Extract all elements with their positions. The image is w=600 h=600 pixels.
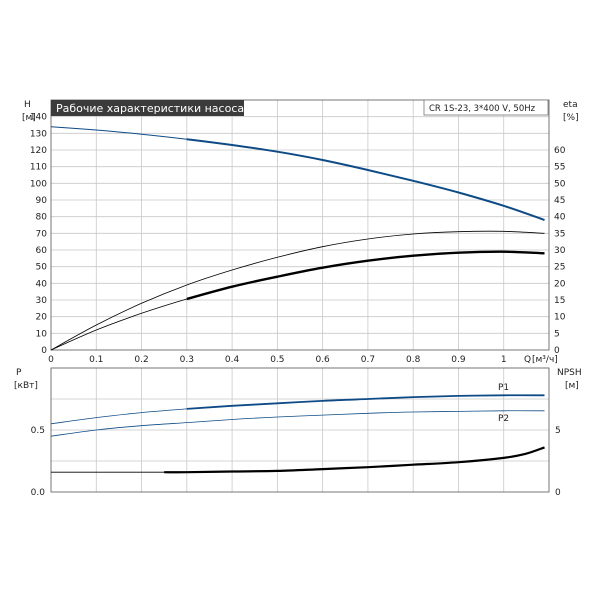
power-axis-label: P xyxy=(16,368,22,378)
flow-tick-label: 0.5 xyxy=(270,355,284,365)
npsh-curve-thin xyxy=(51,447,545,473)
eta-tick-label: 25 xyxy=(554,263,565,273)
head-tick-label: 10 xyxy=(36,329,48,339)
head-tick-label: 120 xyxy=(30,146,47,156)
p1-series-label: P1 xyxy=(498,383,509,393)
bottom-chart-grid xyxy=(51,368,549,492)
eta-axis-ticks: 0 5 10 15 20 25 30 35 40 45 50 55 60 xyxy=(554,146,566,356)
power-axis-unit: [кВт] xyxy=(14,381,38,391)
eta-tick-label: 5 xyxy=(554,329,560,339)
power-axis-ticks: 0.0 0.5 xyxy=(31,426,46,498)
power-tick-label: 0.5 xyxy=(31,426,45,436)
npsh-axis-ticks: 05 xyxy=(555,426,561,498)
head-tick-label: 80 xyxy=(36,213,48,223)
eta-tick-label: 55 xyxy=(554,163,565,173)
head-tick-label: 30 xyxy=(36,296,48,306)
pump-label: CR 1S-23, 3*400 V, 50Hz xyxy=(429,104,536,114)
eta-axis-unit: [%] xyxy=(563,113,579,123)
flow-tick-label: 0.7 xyxy=(361,355,375,365)
eta-tick-label: 30 xyxy=(554,246,566,256)
flow-tick-label: 0 xyxy=(48,355,54,365)
flow-axis-label: Q xyxy=(524,355,531,365)
efficiency-upper-curve-thin xyxy=(50,230,545,351)
flow-tick-label: 0.4 xyxy=(225,355,240,365)
head-tick-label: 40 xyxy=(36,279,48,289)
head-curve-thin xyxy=(50,126,545,221)
eta-tick-label: 50 xyxy=(554,179,566,189)
flow-tick-label: 0.3 xyxy=(180,355,194,365)
p1-curve-thin xyxy=(50,394,545,425)
flow-tick-label: 0.6 xyxy=(315,355,330,365)
head-tick-label: 20 xyxy=(36,313,48,323)
head-tick-label: 0 xyxy=(41,346,47,356)
eta-tick-label: 60 xyxy=(554,146,566,156)
bottom-chart-curves xyxy=(50,394,545,474)
eta-tick-label: 45 xyxy=(554,196,565,206)
flow-tick-label: 0.2 xyxy=(134,355,148,365)
flow-axis-ticks: 0 0.1 0.2 0.3 0.4 0.5 0.6 0.7 0.8 0.9 1 Q xyxy=(48,355,531,365)
head-axis-label: H xyxy=(24,100,31,110)
npsh-curve xyxy=(164,446,545,474)
flow-tick-label: 0.9 xyxy=(451,355,466,365)
head-tick-label: 90 xyxy=(36,196,48,206)
eta-axis-label: eta xyxy=(563,100,578,110)
eta-tick-label: 40 xyxy=(554,213,566,223)
flow-tick-label: 1 xyxy=(501,355,507,365)
efficiency-curve xyxy=(186,250,545,301)
chart-title: Рабочие характеристики насоса xyxy=(56,102,244,115)
head-curve xyxy=(186,138,545,221)
flow-tick-label: 0.1 xyxy=(89,355,103,365)
npsh-tick-label: 5 xyxy=(555,426,561,436)
npsh-axis-unit: [м] xyxy=(565,381,579,391)
top-chart-frame xyxy=(50,99,550,351)
bottom-chart-frame xyxy=(50,367,550,493)
head-axis-ticks: 0 10 20 30 40 50 60 70 80 90 100 110 120 130 140 xyxy=(30,113,47,356)
eta-tick-label: 35 xyxy=(554,229,565,239)
head-tick-label: 110 xyxy=(30,163,47,173)
p2-series-label: P2 xyxy=(498,414,509,424)
flow-axis-unit: [м³/ч] xyxy=(532,355,558,365)
top-chart-grid xyxy=(51,100,549,350)
head-tick-label: 100 xyxy=(30,179,47,189)
eta-tick-label: 10 xyxy=(554,313,566,323)
npsh-axis-label: NPSH xyxy=(557,368,582,378)
p1-curve xyxy=(186,394,545,410)
head-axis-unit: [м] xyxy=(22,113,36,123)
head-tick-label: 60 xyxy=(36,246,48,256)
chart-title-background xyxy=(51,100,244,116)
power-tick-label: 0.0 xyxy=(31,488,46,498)
top-chart-curves xyxy=(50,126,545,351)
eta-tick-label: 20 xyxy=(554,279,566,289)
head-tick-label: 140 xyxy=(30,113,47,123)
eta-tick-label: 0 xyxy=(554,346,560,356)
head-tick-label: 50 xyxy=(36,263,48,273)
p2-curve-thin xyxy=(50,410,545,437)
head-tick-label: 70 xyxy=(36,229,48,239)
flow-tick-label: 0.8 xyxy=(406,355,421,365)
npsh-tick-label: 0 xyxy=(555,488,561,498)
eta-tick-label: 15 xyxy=(554,296,565,306)
head-tick-label: 130 xyxy=(30,129,47,139)
pump-label-box xyxy=(423,99,549,116)
